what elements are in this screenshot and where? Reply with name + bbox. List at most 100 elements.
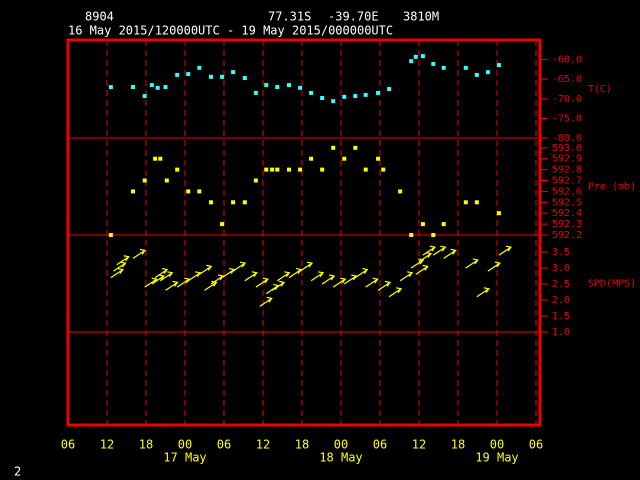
elevation: 3810M <box>403 10 439 24</box>
data-point <box>264 167 269 172</box>
wind-arrow <box>476 287 490 298</box>
wind-arrow <box>310 271 325 282</box>
data-point <box>474 72 479 77</box>
x-tick-label: 06 <box>61 438 75 452</box>
y-tick-label: 592.9 <box>552 154 582 165</box>
x-tick-label: 12 <box>412 438 426 452</box>
wind-arrow <box>165 280 179 291</box>
x-tick-label: 12 <box>256 438 270 452</box>
y-tick-label: 592.5 <box>552 197 582 208</box>
wind-arrow <box>299 261 314 272</box>
data-point <box>441 222 446 227</box>
wind-arrow <box>443 248 457 259</box>
data-point <box>474 200 479 205</box>
wind-arrow <box>110 267 124 279</box>
data-point <box>153 156 158 161</box>
wind-arrow <box>259 296 273 307</box>
data-point <box>209 200 213 205</box>
y-tick-label: -65.0 <box>552 74 582 85</box>
data-point <box>496 211 501 216</box>
data-point <box>197 189 202 194</box>
data-point <box>331 145 336 150</box>
wind-arrow <box>187 271 202 282</box>
data-point <box>220 222 225 227</box>
wind-arrow <box>354 267 369 279</box>
page-number: 2 <box>14 465 21 479</box>
y-tick-label: 2.0 <box>552 295 570 306</box>
data-point <box>420 222 425 227</box>
data-point <box>409 59 414 64</box>
y-tick-label: 592.4 <box>552 208 582 219</box>
data-point <box>142 94 147 99</box>
x-tick-label: 18 <box>139 438 153 452</box>
data-point <box>431 233 436 237</box>
y-tick-label: -80.0 <box>552 133 582 144</box>
data-point <box>320 167 325 172</box>
y-tick-label: -60.0 <box>552 55 582 66</box>
data-point <box>496 63 501 68</box>
wind-arrow <box>332 277 347 288</box>
y-tick-label: 3.5 <box>552 247 570 258</box>
data-point <box>197 65 202 70</box>
data-point <box>149 83 154 88</box>
wind-arrow <box>498 245 513 256</box>
y-tick-label: 593.0 <box>552 143 582 154</box>
data-point <box>353 145 358 150</box>
wind-arrow <box>255 277 269 288</box>
data-point <box>231 70 236 75</box>
data-point <box>270 167 275 172</box>
y-axis-label: Pre (mb) <box>588 182 636 193</box>
x-tick-label: 18 <box>295 438 309 452</box>
wind-arrow <box>276 271 291 282</box>
wind-arrow <box>154 267 169 279</box>
data-point <box>231 200 236 205</box>
wind-arrow <box>159 271 174 282</box>
date-label: 17 May <box>163 451 206 465</box>
data-point <box>275 167 280 172</box>
wind-arrow <box>415 264 429 275</box>
wind-arrow <box>432 245 447 256</box>
data-point <box>163 85 168 90</box>
date-label: 18 May <box>319 451 362 465</box>
y-axis-label: SPD(MPS) <box>588 279 636 290</box>
wind-arrow <box>116 255 130 266</box>
y-axis-label: T(C) <box>588 84 612 95</box>
data-point <box>353 94 358 99</box>
data-point <box>342 94 347 99</box>
wind-arrow <box>244 271 258 282</box>
data-point <box>309 90 314 95</box>
data-point <box>108 233 113 237</box>
x-tick-label: 06 <box>529 438 543 452</box>
wind-arrow <box>271 280 286 291</box>
data-point <box>309 156 314 161</box>
data-point <box>253 90 258 95</box>
data-point <box>158 156 163 161</box>
data-point <box>463 65 468 70</box>
y-tick-label: -75.0 <box>552 113 582 124</box>
latitude: 77.31S <box>268 10 311 24</box>
wind-arrow <box>410 258 425 269</box>
data-point <box>409 233 414 237</box>
data-point <box>164 178 169 183</box>
data-point <box>275 85 280 90</box>
data-point <box>420 54 425 59</box>
data-point <box>264 83 269 88</box>
x-tick-label: 12 <box>100 438 114 452</box>
wind-arrow <box>465 258 479 269</box>
wind-arrow <box>232 261 247 272</box>
data-point <box>220 74 225 79</box>
data-point <box>175 72 180 77</box>
wind-arrow <box>151 274 165 285</box>
wind-arrow <box>388 287 403 298</box>
data-point <box>253 178 258 183</box>
data-point <box>413 54 418 59</box>
station: 8904 <box>85 10 114 24</box>
y-tick-label: 3.0 <box>552 263 570 274</box>
data-point <box>463 200 468 205</box>
data-point <box>342 156 347 161</box>
data-point <box>186 72 191 77</box>
data-point <box>363 167 368 172</box>
data-point <box>363 92 368 97</box>
wind-arrow <box>113 261 127 272</box>
data-point <box>108 85 113 90</box>
